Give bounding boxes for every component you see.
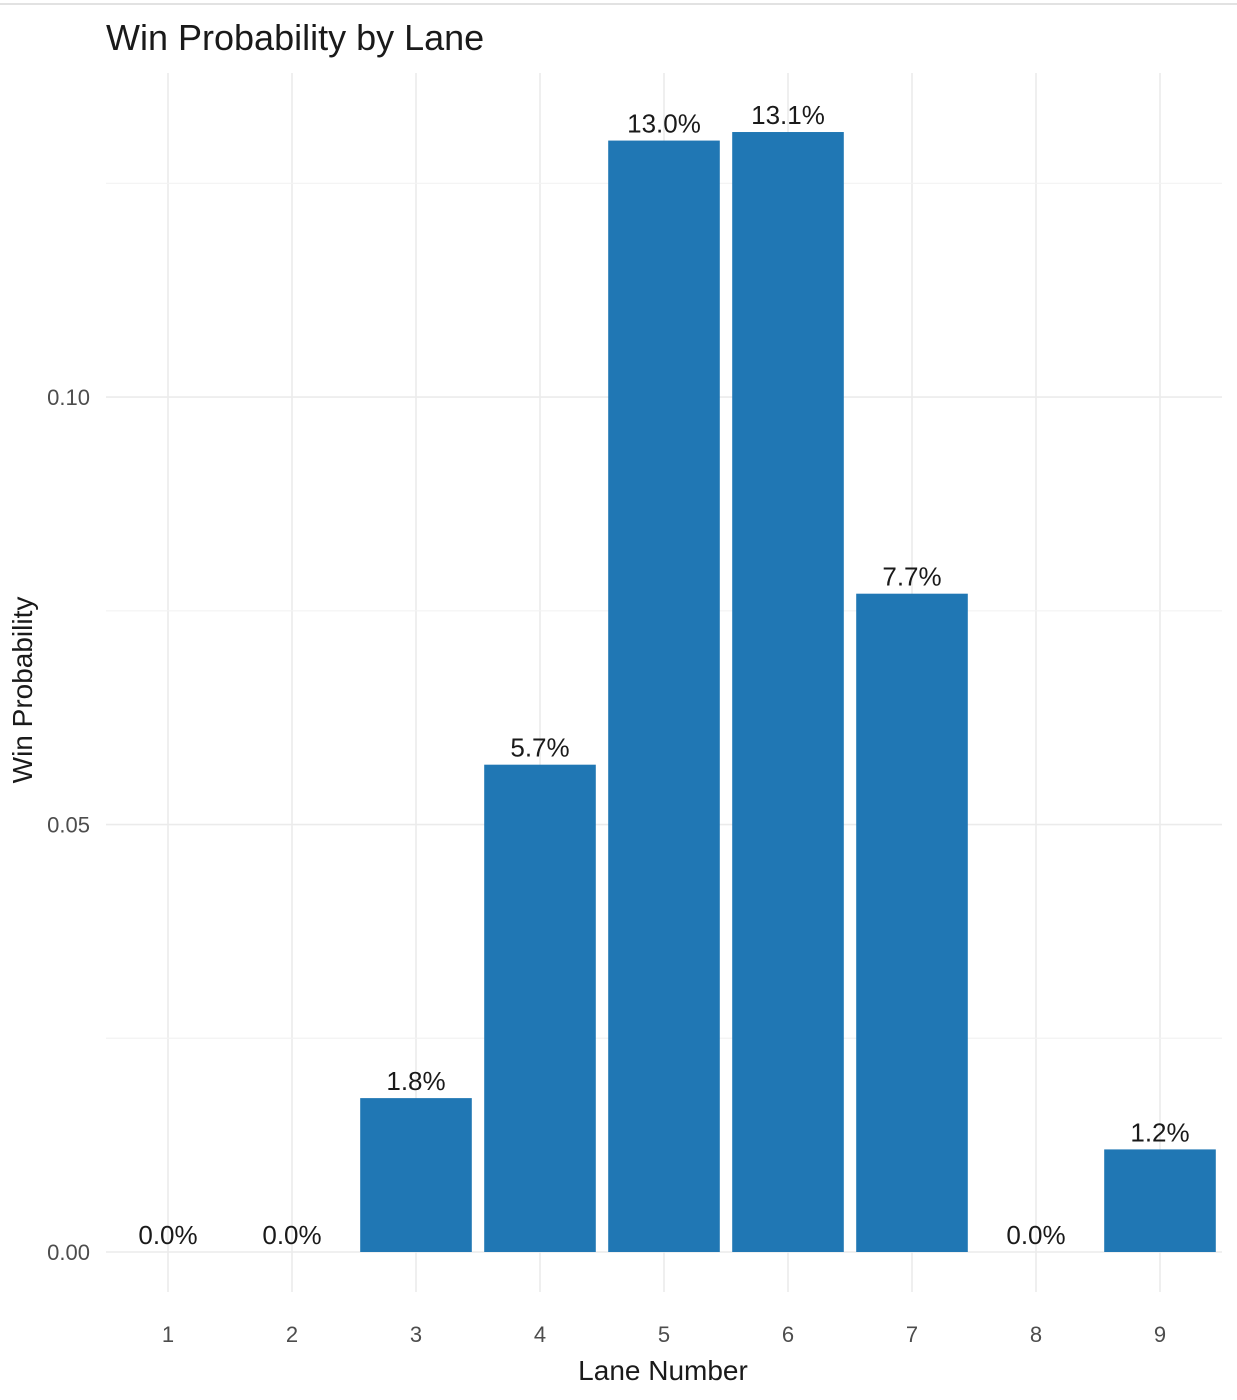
- bar-value-label: 0.0%: [1006, 1220, 1065, 1250]
- y-tick-label: 0.00: [47, 1240, 90, 1265]
- bar-value-label: 7.7%: [882, 562, 941, 592]
- x-axis-tick-labels: 1 2 3 4 5 6 7 8 9: [162, 1322, 1166, 1347]
- x-tick-label: 8: [1030, 1322, 1042, 1347]
- bars: [360, 132, 1216, 1253]
- bar-value-label: 5.7%: [510, 733, 569, 763]
- chart-title: Win Probability by Lane: [106, 17, 484, 58]
- bar-lane-7: [856, 593, 968, 1252]
- x-tick-label: 9: [1154, 1322, 1166, 1347]
- bar-lane-9: [1104, 1149, 1216, 1252]
- top-rule: [0, 3, 1237, 5]
- bar-lane-6: [732, 132, 844, 1252]
- bar-lane-4: [484, 764, 596, 1252]
- x-tick-label: 5: [658, 1322, 670, 1347]
- bar-value-label: 1.8%: [386, 1066, 445, 1096]
- x-tick-label: 2: [286, 1322, 298, 1347]
- x-tick-label: 6: [782, 1322, 794, 1347]
- bar-value-labels: 0.0% 0.0% 1.8% 5.7% 13.0% 13.1% 7.7% 0.0% 1.2%: [138, 100, 1189, 1250]
- y-axis-title: Win Probability: [7, 597, 38, 784]
- bar-value-label: 0.0%: [262, 1220, 321, 1250]
- bar-lane-3: [360, 1098, 472, 1252]
- y-tick-label: 0.05: [47, 813, 90, 838]
- bar-value-label: 1.2%: [1130, 1117, 1189, 1147]
- bar-value-label: 0.0%: [138, 1220, 197, 1250]
- x-tick-label: 3: [410, 1322, 422, 1347]
- bar-value-label: 13.0%: [627, 109, 701, 139]
- y-axis-tick-labels: 0.00 0.05 0.10: [47, 385, 90, 1265]
- y-tick-label: 0.10: [47, 385, 90, 410]
- x-tick-label: 4: [534, 1322, 546, 1347]
- x-tick-label: 7: [906, 1322, 918, 1347]
- x-axis-title: Lane Number: [578, 1355, 748, 1386]
- bar-lane-5: [608, 140, 720, 1253]
- bar-value-label: 13.1%: [751, 100, 825, 130]
- x-tick-label: 1: [162, 1322, 174, 1347]
